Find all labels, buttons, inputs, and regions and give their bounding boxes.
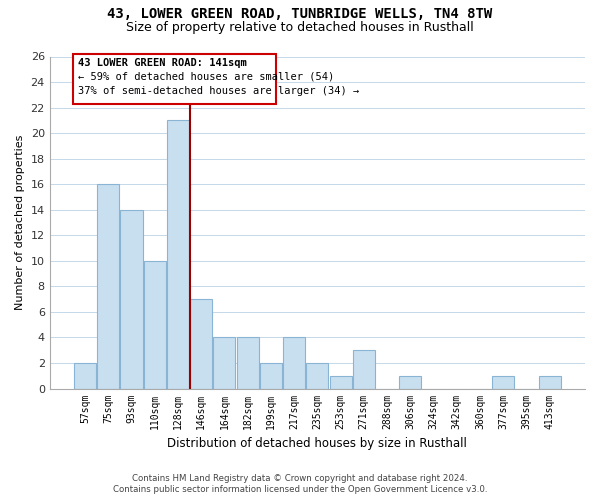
Bar [492,376,514,388]
Text: 37% of semi-detached houses are larger (34) →: 37% of semi-detached houses are larger (… [78,86,359,96]
Bar [236,338,259,388]
Bar [121,210,143,388]
Bar [74,363,96,388]
Bar [190,299,212,388]
Bar [399,376,421,388]
Bar [143,261,166,388]
Text: Size of property relative to detached houses in Rusthall: Size of property relative to detached ho… [126,21,474,34]
Text: 43, LOWER GREEN ROAD, TUNBRIDGE WELLS, TN4 8TW: 43, LOWER GREEN ROAD, TUNBRIDGE WELLS, T… [107,8,493,22]
Bar [260,363,282,388]
Bar [283,338,305,388]
Text: 43 LOWER GREEN ROAD: 141sqm: 43 LOWER GREEN ROAD: 141sqm [78,58,247,68]
Bar [306,363,328,388]
Bar [214,338,235,388]
Text: Contains HM Land Registry data © Crown copyright and database right 2024.
Contai: Contains HM Land Registry data © Crown c… [113,474,487,494]
Bar [539,376,560,388]
Bar [329,376,352,388]
Bar [73,54,275,104]
Bar [167,120,189,388]
Y-axis label: Number of detached properties: Number of detached properties [15,135,25,310]
X-axis label: Distribution of detached houses by size in Rusthall: Distribution of detached houses by size … [167,437,467,450]
Bar [97,184,119,388]
Text: ← 59% of detached houses are smaller (54): ← 59% of detached houses are smaller (54… [78,72,334,82]
Bar [353,350,375,389]
